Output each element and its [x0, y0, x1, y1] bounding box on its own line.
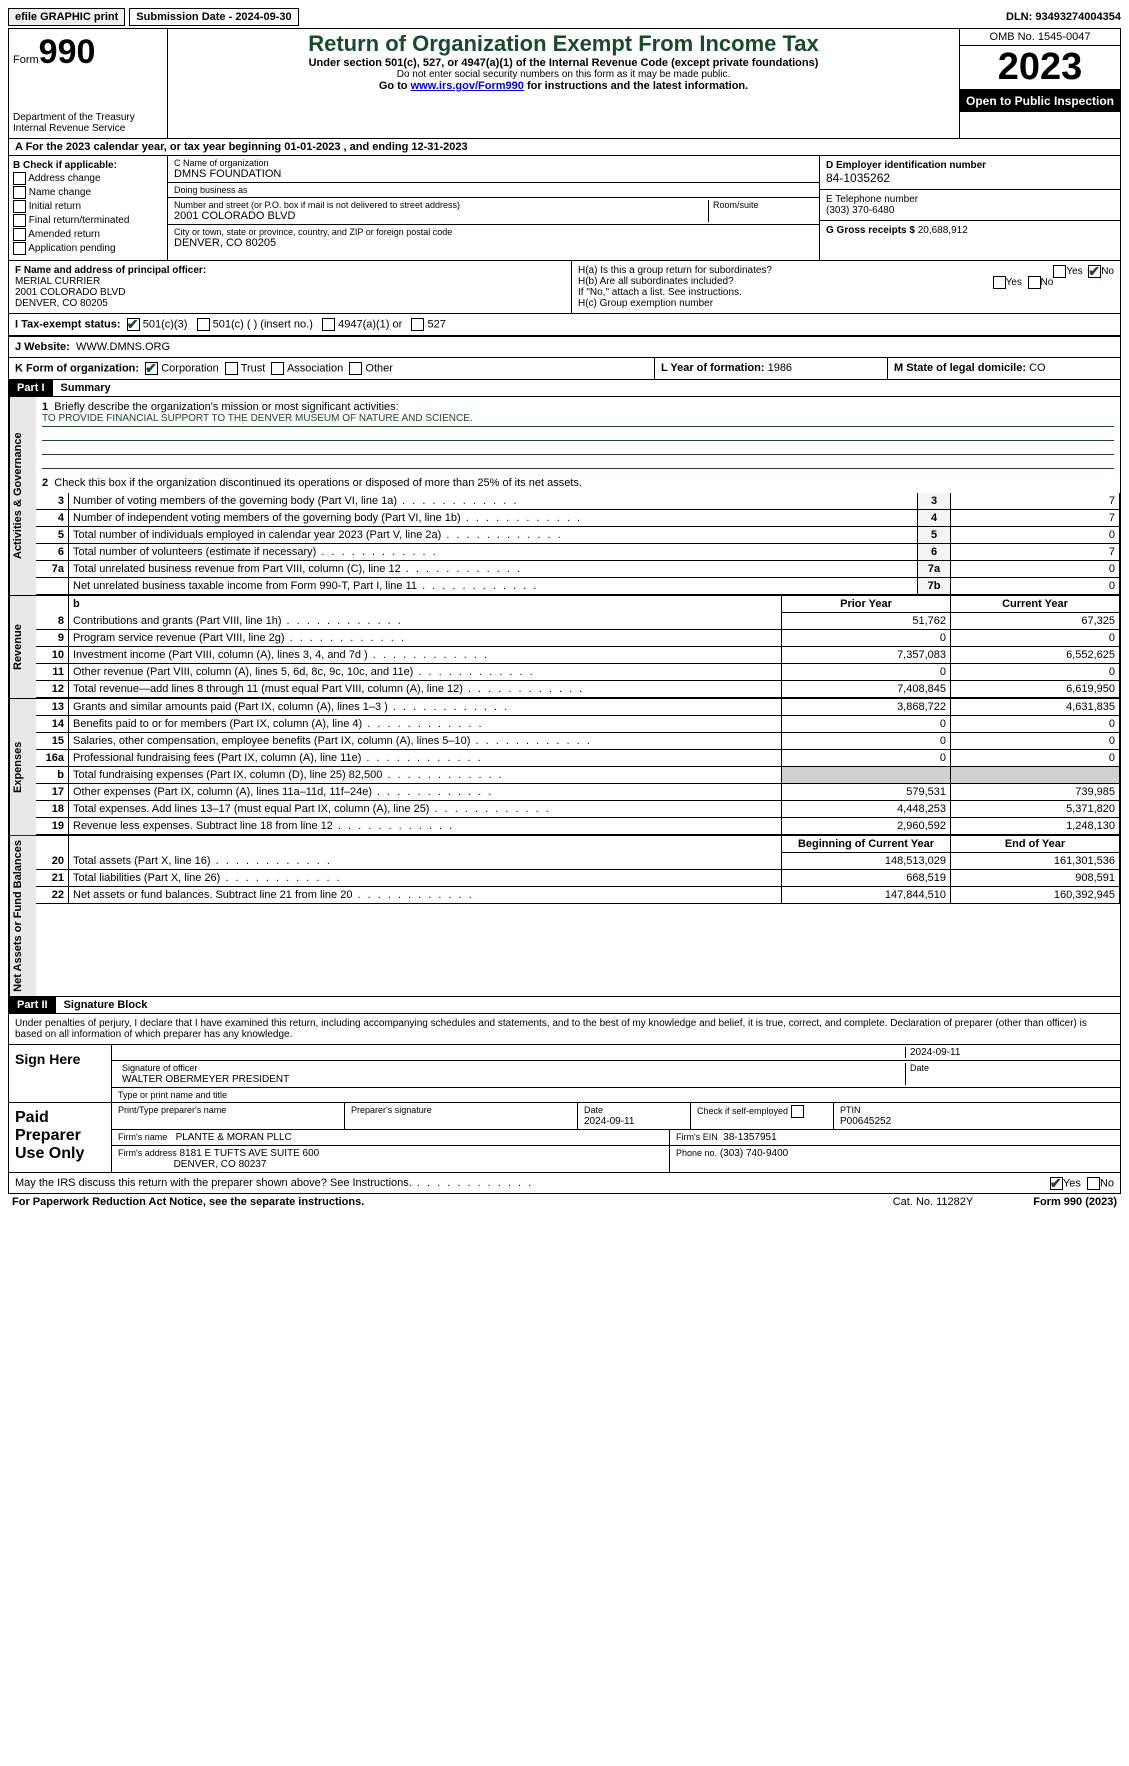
dept-label: Department of the Treasury Internal Reve…	[13, 112, 163, 134]
rev-label: Revenue	[9, 596, 36, 698]
paid-preparer: Paid Preparer Use Only	[9, 1103, 112, 1172]
net-table: Beginning of Current YearEnd of Year20To…	[36, 836, 1120, 904]
exp-section: Expenses 13Grants and similar amounts pa…	[8, 699, 1121, 836]
phone: (303) 370-6480	[826, 205, 894, 216]
box-m: M State of legal domicile: CO	[887, 358, 1120, 379]
ein: 84-1035262	[826, 171, 890, 185]
ptin: P00645252	[840, 1116, 891, 1127]
efile-button[interactable]: efile GRAPHIC print	[8, 8, 125, 26]
irs-link[interactable]: www.irs.gov/Form990	[411, 80, 524, 92]
box-g: G Gross receipts $ 20,688,912	[820, 221, 1120, 240]
box-b: B Check if applicable: Address change Na…	[9, 156, 168, 260]
open-inspection: Open to Public Inspection	[960, 90, 1120, 112]
discuss-row: May the IRS discuss this return with the…	[8, 1173, 1121, 1194]
tax-year: 2023	[960, 46, 1120, 90]
goto-line: Go to www.irs.gov/Form990 for instructio…	[172, 80, 955, 92]
box-c: C Name of organizationDMNS FOUNDATION Do…	[168, 156, 819, 260]
org-street: 2001 COLORADO BLVD	[174, 210, 295, 222]
j-row: J Website: WWW.DMNS.ORG	[8, 337, 1121, 358]
omb-number: OMB No. 1545-0047	[960, 29, 1120, 46]
gov-label: Activities & Governance	[9, 397, 36, 595]
firm-phone: (303) 740-9400	[720, 1148, 788, 1159]
net-section: Net Assets or Fund Balances Beginning of…	[8, 836, 1121, 997]
box-f: F Name and address of principal officer:…	[9, 261, 572, 313]
submission-date: Submission Date - 2024-09-30	[129, 8, 298, 26]
rev-section: Revenue bPrior YearCurrent Year8Contribu…	[8, 596, 1121, 699]
org-city: DENVER, CO 80205	[174, 237, 276, 249]
entity-block: B Check if applicable: Address change Na…	[8, 156, 1121, 261]
section-subtitle: Under section 501(c), 527, or 4947(a)(1)…	[172, 57, 955, 69]
part1-header: Part I Summary	[8, 380, 1121, 397]
sign-here: Sign Here	[9, 1045, 112, 1102]
form-title: Return of Organization Exempt From Incom…	[172, 31, 955, 57]
firm-ein: 38-1357951	[723, 1132, 776, 1143]
discuss-yes[interactable]	[1050, 1177, 1063, 1190]
org-name: DMNS FOUNDATION	[174, 168, 281, 180]
officer-name: WALTER OBERMEYER PRESIDENT	[122, 1074, 289, 1085]
dln: DLN: 93493274004354	[1006, 11, 1121, 23]
fh-block: F Name and address of principal officer:…	[8, 261, 1121, 314]
mission: TO PROVIDE FINANCIAL SUPPORT TO THE DENV…	[42, 413, 1114, 427]
tax-year-row: A For the 2023 calendar year, or tax yea…	[8, 139, 1121, 156]
exp-label: Expenses	[9, 699, 36, 835]
gov-section: Activities & Governance 1 Briefly descri…	[8, 397, 1121, 596]
firm-name: PLANTE & MORAN PLLC	[176, 1132, 292, 1143]
box-l: L Year of formation: 1986	[654, 358, 887, 379]
part2-header: Part II Signature Block	[8, 997, 1121, 1014]
rev-table: bPrior YearCurrent Year8Contributions an…	[36, 596, 1120, 698]
box-h: H(a) Is this a group return for subordin…	[572, 261, 1120, 313]
form-header: Form990 Department of the Treasury Inter…	[8, 28, 1121, 139]
form-id: Form990	[13, 33, 163, 72]
ssn-note: Do not enter social security numbers on …	[172, 69, 955, 80]
box-d: D Employer identification number84-10352…	[820, 156, 1120, 190]
gov-table: 3Number of voting members of the governi…	[36, 493, 1120, 595]
box-e: E Telephone number(303) 370-6480	[820, 190, 1120, 221]
net-label: Net Assets or Fund Balances	[9, 836, 36, 996]
ij-row: I Tax-exempt status: 501(c)(3) 501(c) ( …	[8, 314, 1121, 337]
chk-501c3[interactable]	[127, 318, 140, 331]
box-k: K Form of organization: Corporation Trus…	[9, 358, 654, 379]
klm-row: K Form of organization: Corporation Trus…	[8, 358, 1121, 380]
signature-block: Under penalties of perjury, I declare th…	[8, 1014, 1121, 1173]
exp-table: 13Grants and similar amounts paid (Part …	[36, 699, 1120, 835]
website: WWW.DMNS.ORG	[76, 341, 170, 353]
page-footer: For Paperwork Reduction Act Notice, see …	[8, 1194, 1121, 1210]
top-bar: efile GRAPHIC print Submission Date - 20…	[8, 8, 1121, 26]
perjury-statement: Under penalties of perjury, I declare th…	[9, 1014, 1120, 1045]
gross-receipts: 20,688,912	[918, 225, 968, 236]
